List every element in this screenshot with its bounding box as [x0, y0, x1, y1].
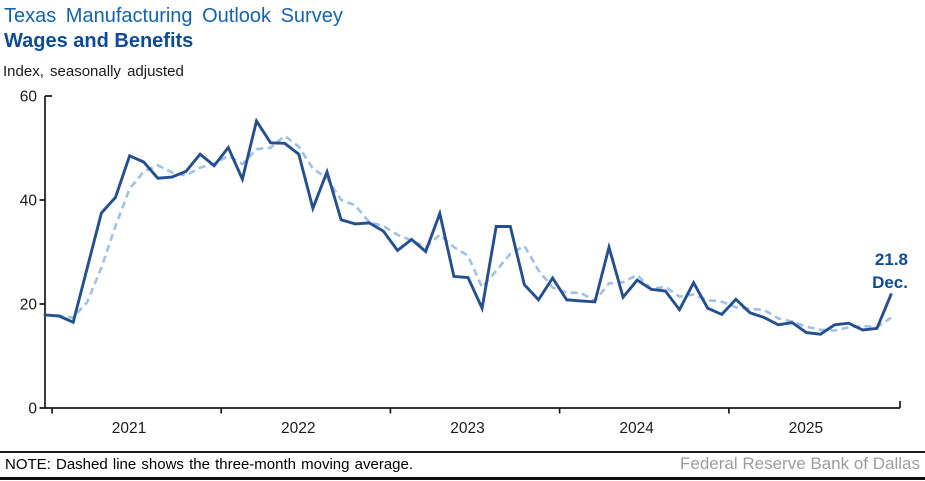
- x-tick-label: 2021: [112, 420, 146, 437]
- y-tick-label: 40: [20, 193, 38, 210]
- wages-benefits-line-chart: 0 20 40 60 2021 2022 2023 2024 2025: [20, 89, 901, 437]
- chart-title: Texas Manufacturing Outlook Survey: [4, 5, 343, 27]
- latest-period-label: Dec.: [872, 273, 908, 292]
- x-tick-label: 2023: [450, 420, 484, 437]
- source-credit: Federal Reserve Bank of Dallas: [679, 454, 920, 473]
- axes: [44, 96, 900, 409]
- y-axis-units-label: Index, seasonally adjusted: [3, 63, 184, 80]
- footer-divider-line: [0, 451, 925, 453]
- axis-ticks: [39, 95, 901, 414]
- y-tick-label: 20: [20, 297, 38, 314]
- y-tick-label: 0: [28, 401, 37, 418]
- latest-value-label: 21.8: [874, 250, 908, 269]
- footnote: NOTE: Dashed line shows the three-month …: [5, 456, 414, 473]
- chart-subtitle: Wages and Benefits: [4, 30, 194, 52]
- x-tick-label: 2024: [619, 420, 654, 437]
- x-tick-label: 2025: [789, 420, 823, 437]
- bottom-border-line: [0, 477, 925, 480]
- x-tick-label: 2022: [281, 420, 315, 437]
- y-tick-label: 60: [20, 89, 38, 106]
- moving-average-line: [44, 134, 892, 332]
- index-series-line: [43, 117, 893, 336]
